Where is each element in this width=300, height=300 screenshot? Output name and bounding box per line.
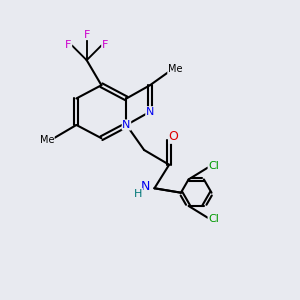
Text: N: N — [141, 180, 150, 193]
Text: Me: Me — [168, 64, 182, 74]
Text: O: O — [169, 130, 178, 143]
Text: F: F — [102, 40, 108, 50]
Text: Cl: Cl — [208, 161, 219, 171]
Text: N: N — [146, 107, 154, 117]
Text: F: F — [83, 30, 90, 40]
Text: F: F — [65, 40, 72, 50]
Text: H: H — [134, 189, 142, 199]
Text: N: N — [122, 120, 130, 130]
Text: Me: Me — [40, 135, 54, 145]
Text: Cl: Cl — [208, 214, 219, 224]
